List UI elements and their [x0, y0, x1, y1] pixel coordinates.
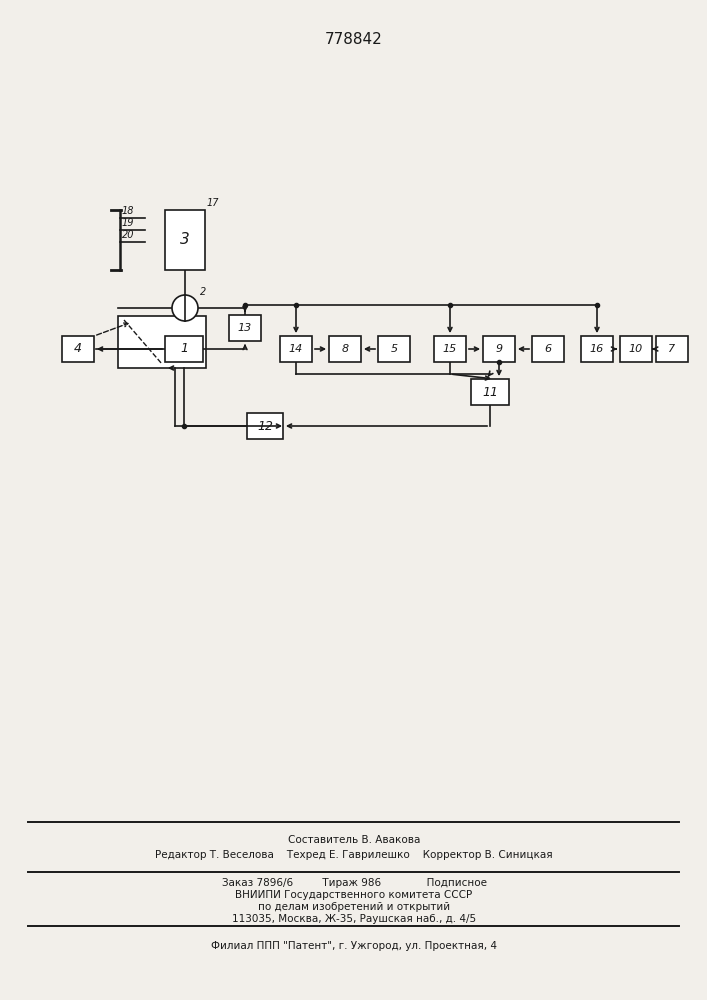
Text: 10: 10 [629, 344, 643, 354]
Bar [247, 413, 283, 439]
Text: 6: 6 [544, 344, 551, 354]
Text: 18: 18 [122, 206, 134, 216]
Text: 2: 2 [200, 287, 206, 297]
Text: 15: 15 [443, 344, 457, 354]
Text: Составитель В. Авакова: Составитель В. Авакова [288, 835, 420, 845]
Bar [280, 336, 312, 362]
Text: 16: 16 [590, 344, 604, 354]
Text: 113035, Москва, Ж-35, Раушская наб., д. 4/5: 113035, Москва, Ж-35, Раушская наб., д. … [232, 914, 476, 924]
Bar [329, 336, 361, 362]
Bar [62, 336, 94, 362]
Text: 14: 14 [289, 344, 303, 354]
Text: Филиал ППП "Патент", г. Ужгород, ул. Проектная, 4: Филиал ППП "Патент", г. Ужгород, ул. Про… [211, 941, 497, 951]
Text: 12: 12 [257, 420, 273, 432]
Text: 9: 9 [496, 344, 503, 354]
Text: 19: 19 [122, 218, 134, 228]
Bar [378, 336, 410, 362]
Bar [434, 336, 466, 362]
Bar [118, 316, 206, 368]
Text: ВНИИПИ Государственного комитета СССР: ВНИИПИ Государственного комитета СССР [235, 890, 472, 900]
Bar [483, 336, 515, 362]
Text: 1: 1 [180, 342, 188, 356]
Text: 8: 8 [341, 344, 349, 354]
Text: Заказ 7896/6         Тираж 986              Подписное: Заказ 7896/6 Тираж 986 Подписное [221, 878, 486, 888]
Text: 11: 11 [482, 385, 498, 398]
Text: Редактор Т. Веселова    Техред Е. Гаврилешко    Корректор В. Синицкая: Редактор Т. Веселова Техред Е. Гаврилешк… [156, 850, 553, 860]
Text: 4: 4 [74, 342, 82, 356]
Bar [471, 379, 509, 405]
Text: 7: 7 [668, 344, 676, 354]
Bar [581, 336, 613, 362]
Text: 778842: 778842 [325, 32, 383, 47]
Text: 20: 20 [122, 230, 134, 240]
Circle shape [172, 295, 198, 321]
Bar [229, 315, 261, 341]
Text: по делам изобретений и открытий: по делам изобретений и открытий [258, 902, 450, 912]
Text: 3: 3 [180, 232, 190, 247]
Text: 13: 13 [238, 323, 252, 333]
Text: 17: 17 [207, 198, 219, 208]
Bar [532, 336, 564, 362]
Bar [165, 336, 203, 362]
Bar [620, 336, 652, 362]
Bar [165, 210, 205, 270]
Bar [656, 336, 688, 362]
Text: 5: 5 [390, 344, 397, 354]
